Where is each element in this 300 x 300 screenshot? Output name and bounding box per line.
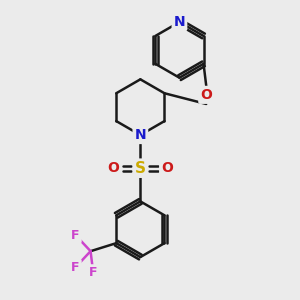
Text: F: F <box>71 261 80 274</box>
Text: O: O <box>161 161 173 175</box>
Text: N: N <box>135 128 146 142</box>
Text: N: N <box>174 15 185 29</box>
Text: S: S <box>135 161 146 176</box>
Text: F: F <box>71 229 80 242</box>
Text: F: F <box>89 266 98 279</box>
Text: O: O <box>108 161 119 175</box>
Text: O: O <box>200 88 212 102</box>
